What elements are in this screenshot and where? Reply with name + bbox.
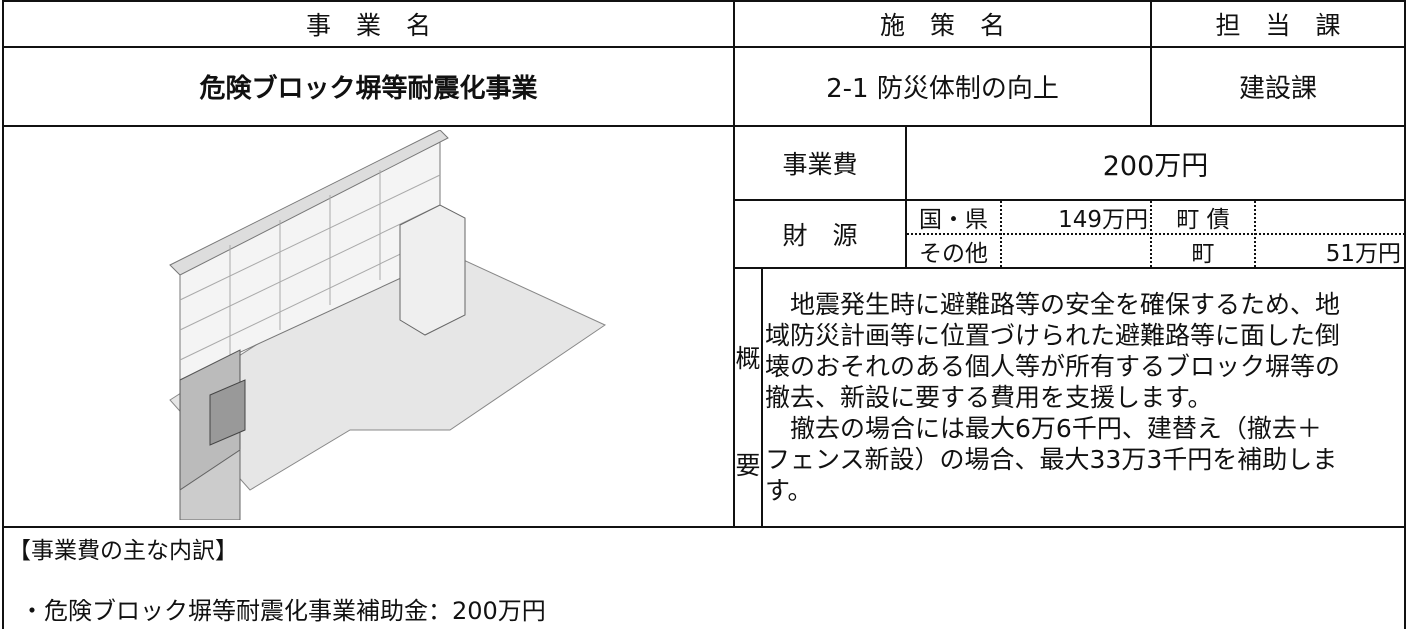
- border: [1404, 0, 1406, 629]
- department: 建設課: [1238, 74, 1317, 104]
- header-cell: 施 策 名: [879, 11, 1005, 40]
- summary-line: 撤去の場合には最大6万6千円、建替え（撤去＋: [765, 414, 1322, 443]
- border: [2, 0, 1406, 2]
- funding-cell: 町: [1191, 241, 1215, 267]
- funding-cell: 町 債: [1176, 207, 1230, 233]
- funding-cell: 149万円: [1058, 207, 1148, 233]
- funding-cell: 51万円: [1325, 241, 1401, 267]
- border: [2, 46, 1406, 48]
- wall-illustration: [169, 130, 607, 520]
- summary-line: 地震発生時に避難路等の安全を確保するため、地: [765, 290, 1341, 319]
- border: [2, 0, 4, 629]
- cost-label: 事業費: [782, 150, 858, 179]
- summary-label: 要: [735, 451, 761, 480]
- summary-text: 地震発生時に避難路等の安全を確保するため、地 域防災計画等に位置づけられた避難路等…: [765, 289, 1401, 506]
- breakdown-title: 【事業費の主な内訳】: [8, 538, 238, 564]
- border: [733, 267, 1406, 269]
- border: [761, 268, 763, 527]
- project-name: 危険ブロック塀等耐震化事業: [199, 74, 538, 104]
- border: [905, 127, 907, 268]
- border: [1150, 0, 1152, 127]
- summary-label: 概: [735, 344, 761, 373]
- header-cell: 事 業 名: [305, 11, 431, 40]
- border: [733, 199, 1406, 201]
- funding-cell: 国・県: [919, 207, 988, 233]
- breakdown-list: ・危険ブロック塀等耐震化事業補助金：200万円: [20, 594, 546, 628]
- summary-line: 域防災計画等に位置づけられた避難路等に面した倒: [765, 321, 1341, 350]
- border: [2, 526, 1406, 528]
- summary-line: す。: [765, 476, 813, 505]
- divider: [907, 233, 1405, 235]
- policy: 2-1 防災体制の向上: [826, 74, 1059, 104]
- summary-line: フェンス新設）の場合、最大33万3千円を補助しま: [765, 445, 1338, 474]
- funding-label: 財 源: [782, 221, 858, 250]
- summary-line: 撤去、新設に要する費用を支援します。: [765, 383, 1213, 412]
- border: [2, 125, 1406, 127]
- summary-line: 壊のおそれのある個人等が所有するブロック塀等の: [765, 352, 1341, 381]
- header-cell: 担 当 課: [1215, 11, 1341, 40]
- funding-cell: その他: [919, 241, 988, 267]
- cost-amount: 200万円: [1102, 150, 1209, 182]
- breakdown-item: ・危険ブロック塀等耐震化事業補助金：200万円: [20, 597, 546, 625]
- border: [733, 0, 735, 528]
